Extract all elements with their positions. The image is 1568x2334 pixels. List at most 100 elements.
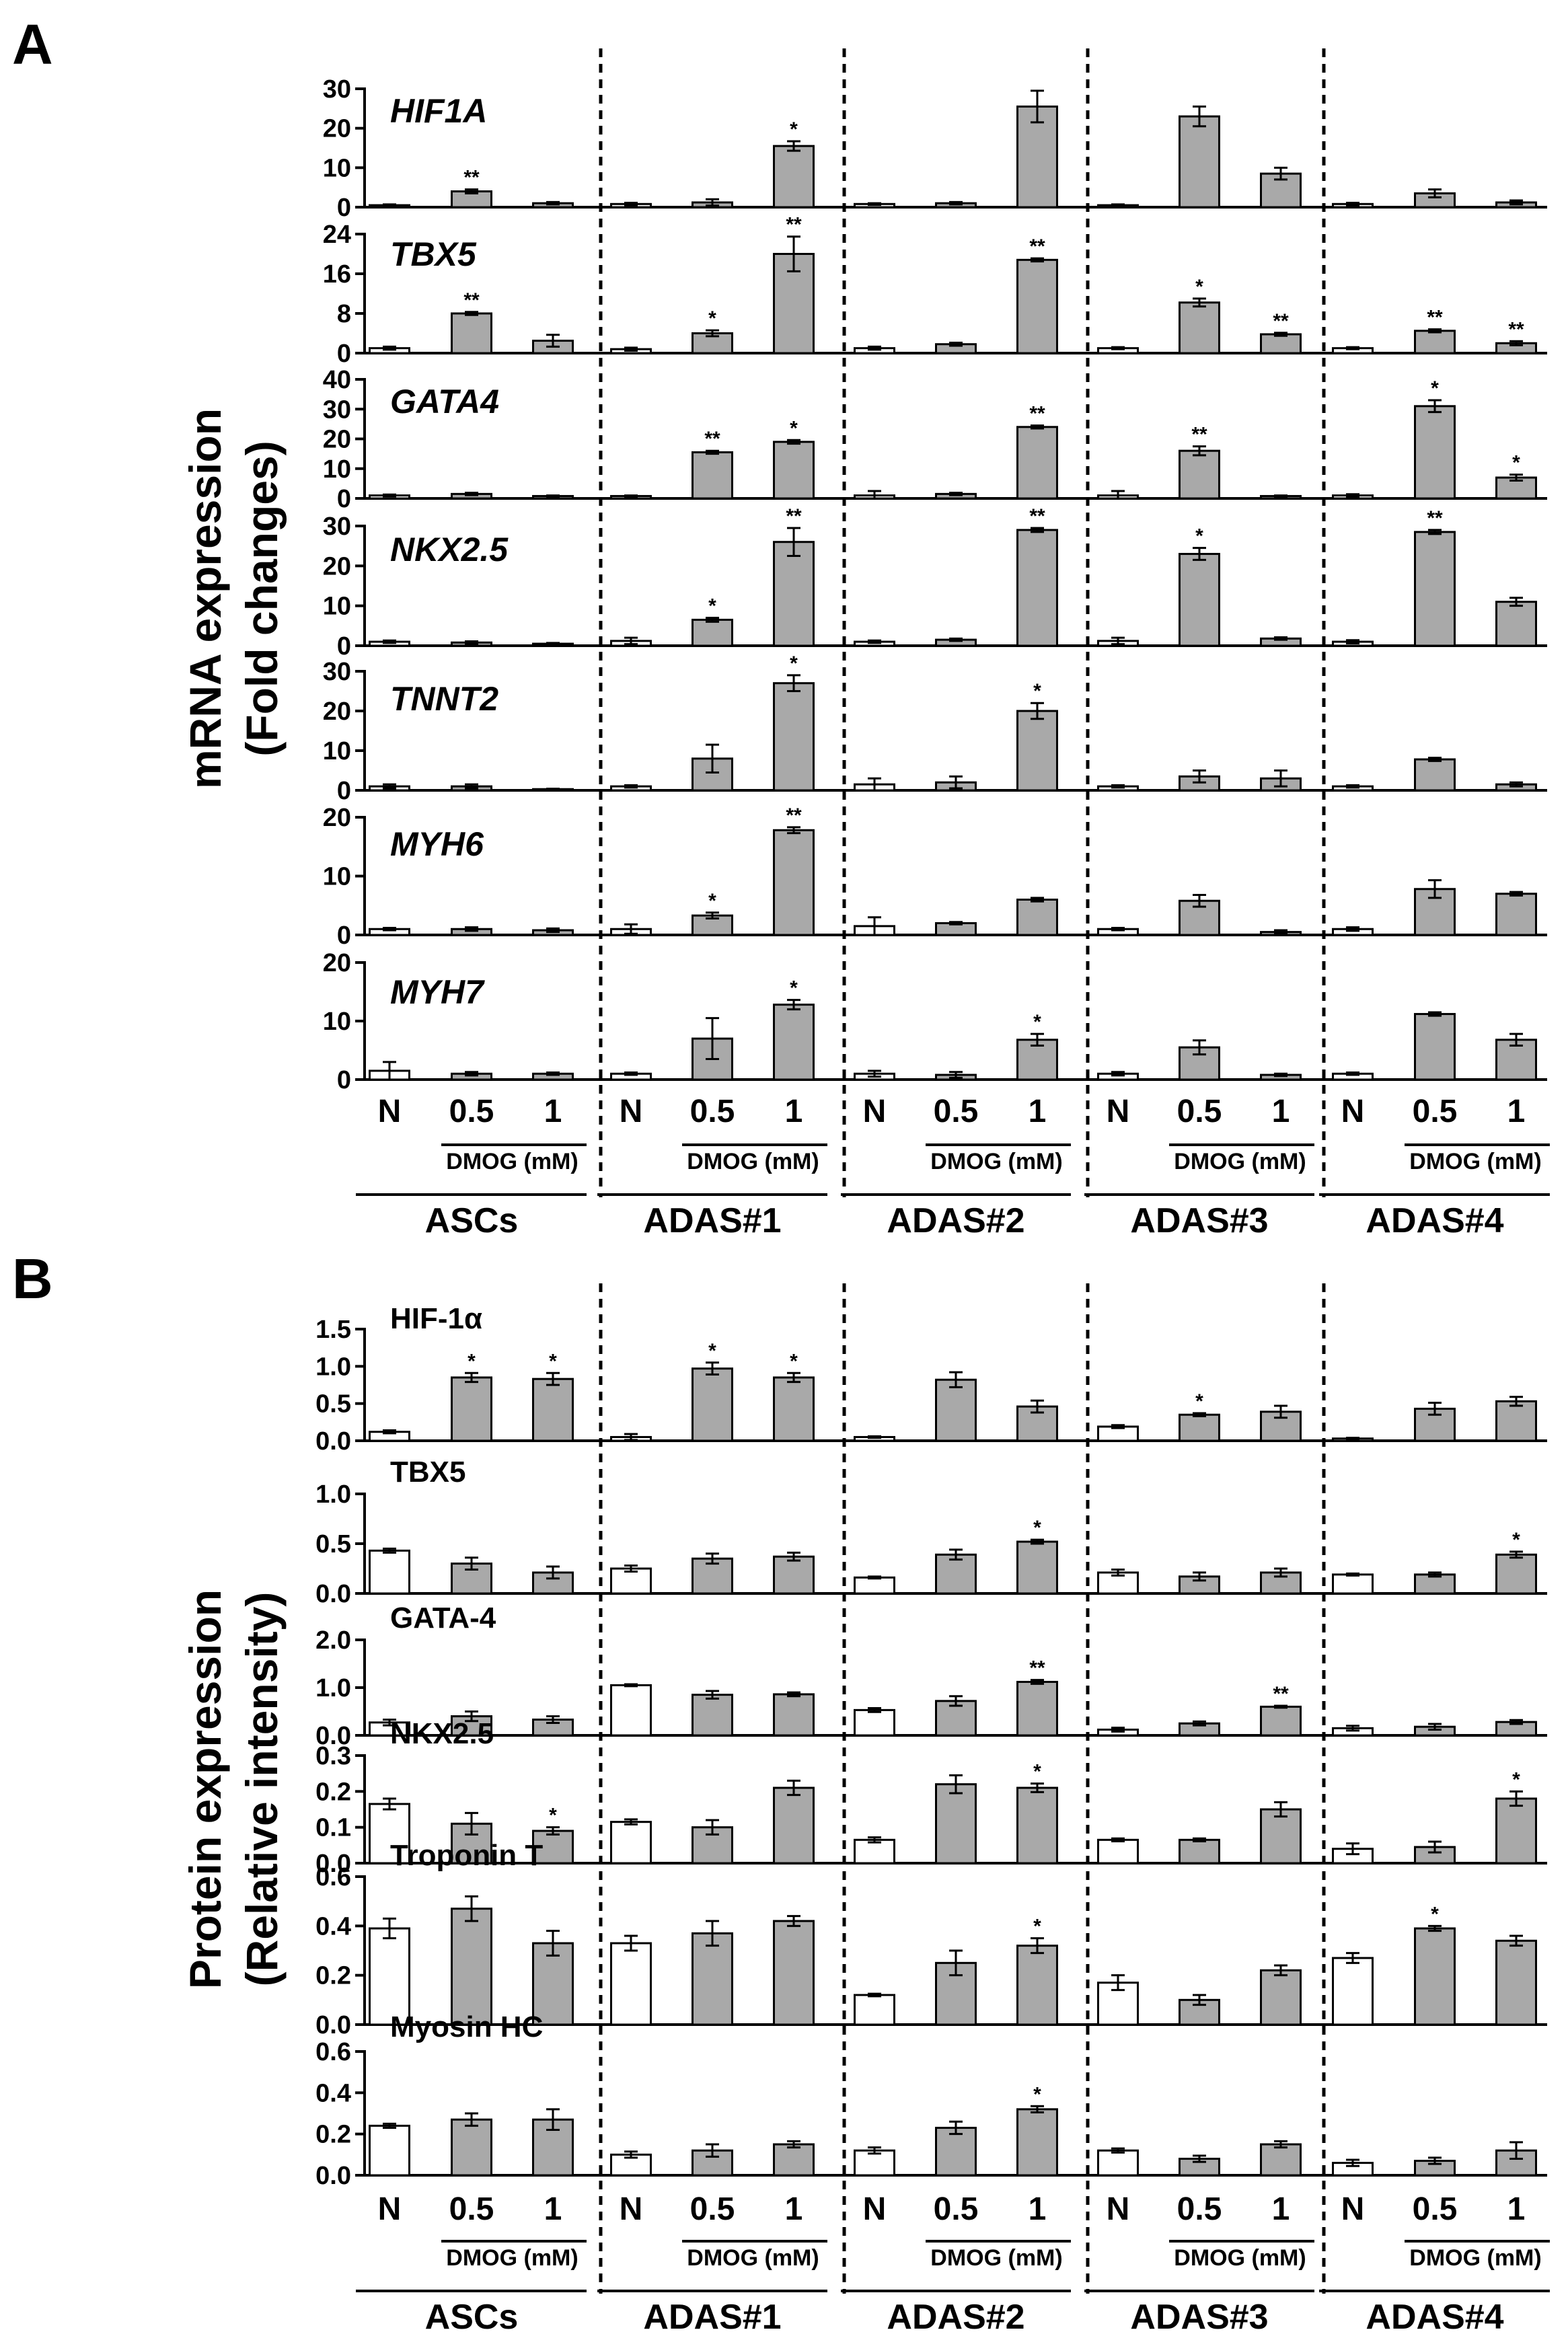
y-tick-label: 10 xyxy=(323,154,351,182)
x-category-label: 0.5 xyxy=(449,2191,494,2227)
x-category-label: 1 xyxy=(1507,1094,1526,1129)
x-category-label: 1 xyxy=(1029,1094,1047,1129)
bar-b-hif-1- xyxy=(1016,1405,1058,1442)
significance-marker: ** xyxy=(463,167,480,189)
x-category-label: N xyxy=(1341,1094,1365,1129)
x-category-label: 1 xyxy=(544,1094,562,1129)
bar-b-nkx2-5 xyxy=(610,1821,652,1865)
significance-marker: * xyxy=(1033,1517,1041,1539)
x-category-label: N xyxy=(1341,2191,1365,2227)
bar-a-nkx2-5 xyxy=(1414,531,1456,647)
bar-b-troponin-t xyxy=(773,1920,815,2026)
panel-b-ylabel: Protein expression xyxy=(180,1589,230,1989)
group-label-ascs: ASCs xyxy=(425,2298,519,2334)
panel-b-ylabel-2: (Relative intensity) xyxy=(237,1592,287,1987)
group-label-adas-4: ADAS#4 xyxy=(1366,2298,1503,2334)
bar-b-gata-4 xyxy=(854,1708,895,1737)
y-tick-label: 0 xyxy=(337,1066,351,1094)
bar-a-myh7 xyxy=(1414,1013,1456,1081)
subplot-title-a-gata4: GATA4 xyxy=(390,383,499,420)
significance-marker: ** xyxy=(1508,318,1524,340)
bar-b-troponin-t xyxy=(1495,1939,1537,2026)
significance-marker: * xyxy=(708,307,716,330)
subplot-title-b-hif-1-: HIF-1α xyxy=(390,1302,482,1335)
y-tick-label: 30 xyxy=(323,658,351,686)
bar-b-troponin-t xyxy=(692,1932,733,2026)
significance-marker: * xyxy=(790,118,798,141)
bar-a-tnnt2 xyxy=(1016,710,1058,792)
dmog-label: DMOG (mM) xyxy=(1174,1149,1306,1174)
y-tick-label: 24 xyxy=(323,221,351,249)
panel-label-b: B xyxy=(12,1247,53,1310)
bar-a-tbx5 xyxy=(451,312,492,354)
significance-marker: ** xyxy=(1029,235,1045,258)
significance-marker: ** xyxy=(786,214,802,236)
y-tick-label: 0.4 xyxy=(315,2079,351,2107)
panel-a-ylabel-2: (Fold changes) xyxy=(237,441,287,756)
bar-a-gata4 xyxy=(1414,405,1456,500)
bar-a-tbx5 xyxy=(1016,258,1058,354)
bar-b-nkx2-5 xyxy=(1260,1808,1302,1865)
dmog-label: DMOG (mM) xyxy=(446,1149,578,1174)
significance-marker: ** xyxy=(1029,505,1045,527)
group-label-adas-2: ADAS#2 xyxy=(887,2298,1024,2334)
y-tick-label: 0.0 xyxy=(315,1722,351,1750)
bar-b-hif-1- xyxy=(532,1378,574,1442)
y-tick-label: 20 xyxy=(323,949,351,977)
dmog-label: DMOG (mM) xyxy=(1174,2245,1306,2271)
significance-marker: ** xyxy=(1273,310,1289,332)
dmog-label: DMOG (mM) xyxy=(446,2245,578,2271)
dmog-label: DMOG (mM) xyxy=(1409,2245,1541,2271)
subplot-title-a-nkx2-5: NKX2.5 xyxy=(390,531,509,568)
significance-marker: * xyxy=(790,977,798,1000)
bar-a-tnnt2 xyxy=(1414,758,1456,792)
y-tick-label: 0.0 xyxy=(315,1580,351,1608)
bar-a-myh6 xyxy=(1495,893,1537,936)
bar-b-tbx5 xyxy=(1495,1553,1537,1595)
bar-b-gata-4 xyxy=(610,1684,652,1737)
bar-b-troponin-t xyxy=(610,1942,652,2026)
y-tick-label: 10 xyxy=(323,1008,351,1036)
bar-b-hif-1- xyxy=(692,1367,733,1442)
x-category-label: 0.5 xyxy=(690,2191,735,2227)
significance-marker: * xyxy=(1033,1761,1041,1783)
bar-a-nkx2-5 xyxy=(692,618,733,647)
y-tick-label: 16 xyxy=(323,260,351,289)
bar-b-nkx2-5 xyxy=(532,1830,574,1865)
y-tick-label: 2.0 xyxy=(315,1626,351,1655)
significance-marker: * xyxy=(1033,1916,1041,1938)
bar-b-troponin-t xyxy=(854,1994,895,2026)
y-tick-label: 30 xyxy=(323,396,351,424)
y-tick-label: 30 xyxy=(323,513,351,541)
x-category-label: 0.5 xyxy=(690,1094,735,1129)
panel-label-a: A xyxy=(12,13,53,76)
subplot-title-b-troponin-t: Troponin T xyxy=(390,1839,543,1872)
significance-marker: ** xyxy=(704,428,720,450)
subplot-title-b-tbx5: TBX5 xyxy=(390,1456,465,1489)
bar-b-troponin-t xyxy=(369,1927,410,2026)
bar-b-nkx2-5 xyxy=(1179,1838,1220,1865)
y-tick-label: 10 xyxy=(323,593,351,621)
bar-b-nkx2-5 xyxy=(773,1786,815,1865)
y-tick-label: 10 xyxy=(323,455,351,484)
group-label-ascs: ASCs xyxy=(425,1201,519,1240)
significance-marker: ** xyxy=(1273,1683,1289,1705)
bar-b-myosin-hc xyxy=(773,2143,815,2177)
x-category-label: 1 xyxy=(1272,1094,1290,1129)
significance-marker: * xyxy=(1512,1529,1520,1551)
bar-b-nkx2-5 xyxy=(1097,1838,1139,1865)
bar-b-myosin-hc xyxy=(854,2149,895,2177)
significance-marker: * xyxy=(1033,680,1041,702)
significance-marker: * xyxy=(1512,452,1520,474)
subplot-title-b-nkx2-5: NKX2.5 xyxy=(390,1717,494,1750)
bar-b-nkx2-5 xyxy=(854,1838,895,1865)
y-tick-label: 0.0 xyxy=(315,1427,351,1456)
significance-marker: * xyxy=(549,1350,557,1372)
bar-a-tbx5 xyxy=(1414,330,1456,354)
y-tick-label: 0.5 xyxy=(315,1390,351,1419)
significance-marker: ** xyxy=(786,804,802,827)
dmog-label: DMOG (mM) xyxy=(930,1149,1062,1174)
x-category-label: N xyxy=(863,2191,887,2227)
bar-b-troponin-t xyxy=(1414,1927,1456,2026)
y-tick-label: 0.6 xyxy=(315,1863,351,1891)
